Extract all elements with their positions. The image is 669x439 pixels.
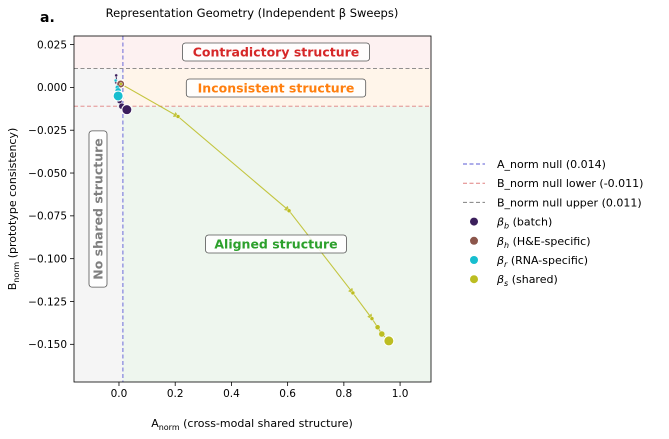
legend-item-h-h-e-specific-symbol: β [496, 235, 504, 248]
y-tick-label-7: −0.150 [28, 339, 67, 351]
legend-item-b-norm-null-lower-0-011-label: B_norm null lower (-0.011) [497, 177, 643, 190]
region-labels-layer: Contradictory structure Inconsistent stru… [88, 42, 370, 288]
legend-item-r-rna-specific-text: (RNA-specific) [507, 254, 588, 267]
trajectory-segment-3-3 [352, 292, 373, 320]
data-point-3-0 [119, 82, 123, 86]
legend-item-b-batch: βb (batch) [470, 216, 552, 231]
legend-item-r-rna-specific-swatch [470, 256, 478, 264]
x-tick-label-5: 1.0 [392, 388, 409, 400]
y-tick-label-0: 0.025 [37, 39, 67, 51]
data-point-3-3 [350, 290, 356, 296]
data-point-3-2 [286, 208, 292, 213]
legend-item-s-shared-label: βs (shared) [496, 273, 558, 288]
y-axis-label-main: B [6, 283, 19, 291]
legend-item-a-norm-null-0-014: A_norm null (0.014) [463, 158, 606, 171]
label-no-shared-text: No shared structure [91, 138, 106, 280]
y-tick-label-5: −0.100 [28, 253, 67, 265]
data-point-0-0 [114, 73, 118, 78]
legend-item-s-shared: βs (shared) [470, 273, 558, 288]
legend-item-s-shared-swatch [470, 275, 478, 284]
legend-item-h-h-e-specific-label: βh (H&E-specific) [496, 235, 591, 250]
data-point-2-3 [112, 90, 124, 102]
chart-title: Representation Geometry (Independent β S… [106, 6, 399, 20]
legend-item-h-h-e-specific-subscript: h [504, 241, 509, 250]
x-axis: 0.0 0.2 0.4 0.6 0.8 1.0 [111, 382, 409, 400]
y-tick-label-2: −0.025 [28, 125, 67, 137]
threshold-layer [74, 36, 431, 382]
legend-item-s-shared-subscript: s [504, 279, 508, 288]
legend-item-b-batch-symbol: β [496, 216, 504, 229]
y-axis-label-sub: norm [12, 262, 21, 283]
x-axis-label: Anorm (cross-modal shared structure) [151, 417, 353, 432]
data-point-3-4 [369, 316, 375, 321]
label-inconsistent-box [185, 78, 367, 98]
x-tick-label-4: 0.8 [336, 388, 353, 400]
x-tick-label-2: 0.4 [223, 388, 240, 400]
legend-item-s-shared-text: (shared) [508, 273, 558, 286]
plot-frame [73, 35, 432, 383]
points-layer [112, 73, 395, 347]
label-aligned: Aligned structure [205, 234, 347, 254]
x-tick-label-1: 0.2 [167, 388, 184, 400]
legend-item-b-batch-text: (batch) [509, 216, 552, 229]
y-axis: 0.025 0.000 −0.025 −0.050 −0.075 −0.100 −0.125… [28, 39, 74, 351]
data-point-3-6 [378, 330, 386, 338]
data-point-3-5 [374, 324, 381, 330]
legend-item-s-shared-symbol: β [496, 273, 504, 286]
label-aligned-box [205, 234, 347, 254]
x-tick-label-3: 0.6 [279, 388, 296, 400]
trajectory-segment-3-1 [177, 116, 290, 212]
legend-item-b-norm-null-lower-0-011: B_norm null lower (-0.011) [463, 177, 643, 190]
trajectory-segment-3-0 [120, 83, 179, 118]
panel-label: a. [40, 10, 55, 26]
label-no-shared: No shared structure [88, 130, 108, 288]
legend-item-h-h-e-specific-swatch [470, 236, 478, 245]
legend-item-r-rna-specific-subscript: r [504, 260, 508, 269]
label-aligned-text: Aligned structure [214, 237, 337, 252]
label-inconsistent-text: Inconsistent structure [198, 81, 355, 96]
label-contradictory-box [182, 42, 370, 62]
legend-item-r-rna-specific: βr (RNA-specific) [470, 254, 588, 269]
y-tick-label-4: −0.075 [28, 211, 67, 223]
legend-item-r-rna-specific-label: βr (RNA-specific) [496, 254, 588, 269]
legend-item-h-h-e-specific: βh (H&E-specific) [470, 235, 591, 250]
data-point-3-1 [175, 114, 181, 119]
y-tick-label-6: −0.125 [28, 296, 67, 308]
legend: A_norm null (0.014) B_norm null lower (-0… [463, 158, 643, 288]
label-inconsistent: Inconsistent structure [185, 78, 367, 98]
x-axis-label-main: A [151, 417, 159, 430]
x-axis-label-sub: norm [159, 423, 180, 432]
x-axis-label-rest: (cross-modal shared structure) [180, 417, 353, 430]
y-axis-label-rest: (prototype consistency) [6, 128, 19, 262]
y-axis-label: Bnorm (prototype consistency) [6, 128, 21, 291]
y-tick-label-1: 0.000 [37, 82, 67, 94]
legend-item-b-batch-swatch [470, 217, 478, 226]
data-point-2-0 [113, 78, 118, 83]
y-tick-label-3: −0.050 [28, 168, 67, 180]
x-tick-label-0: 0.0 [111, 388, 128, 400]
legend-item-b-norm-null-upper-0-011-label: B_norm null upper (0.011) [497, 196, 642, 209]
label-no-shared-box [88, 130, 108, 288]
legend-item-a-norm-null-0-014-label: A_norm null (0.014) [497, 158, 606, 171]
legend-item-r-rna-specific-symbol: β [496, 254, 504, 267]
label-contradictory-text: Contradictory structure [193, 45, 360, 60]
data-point-3-7 [383, 335, 395, 347]
legend-item-b-batch-subscript: b [504, 222, 509, 231]
label-contradictory: Contradictory structure [182, 42, 370, 62]
legend-item-b-norm-null-upper-0-011: B_norm null upper (0.011) [463, 196, 642, 209]
data-point-0-5 [121, 104, 133, 116]
legend-item-b-batch-label: βb (batch) [496, 216, 552, 231]
legend-item-h-h-e-specific-text: (H&E-specific) [509, 235, 590, 248]
